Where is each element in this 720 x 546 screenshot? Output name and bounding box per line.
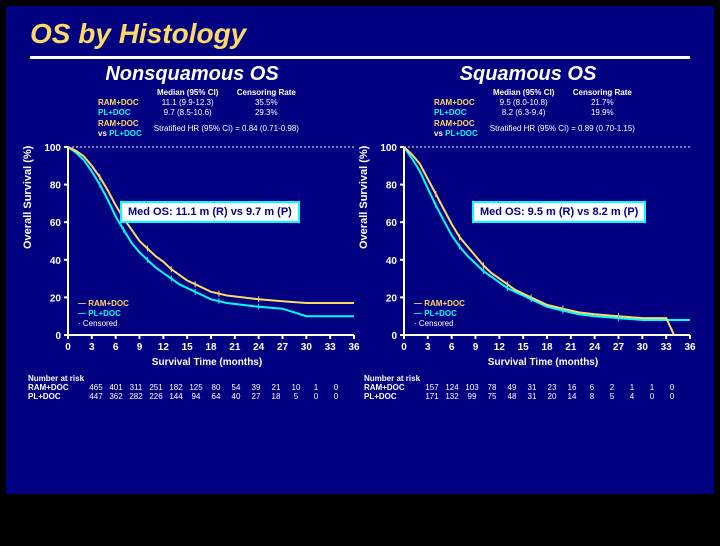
svg-text:30: 30 [301,342,313,353]
svg-text:9: 9 [137,342,143,353]
svg-text:15: 15 [182,342,194,353]
svg-text:0: 0 [391,331,397,342]
svg-text:0: 0 [55,331,61,342]
svg-text:6: 6 [449,342,455,353]
svg-text:27: 27 [277,342,289,353]
svg-text:33: 33 [325,342,337,353]
svg-text:21: 21 [565,342,577,353]
svg-text:80: 80 [50,181,62,192]
svg-text:12: 12 [158,342,170,353]
svg-text:33: 33 [661,342,673,353]
chart-nonsquamous: Nonsquamous OS Median (95% CI)Censoring … [24,63,360,401]
slide-title: OS by Histology [6,6,714,54]
svg-text:20: 20 [386,293,398,304]
svg-text:0: 0 [65,342,71,353]
svg-text:80: 80 [386,181,398,192]
svg-text:3: 3 [89,342,95,353]
svg-text:36: 36 [684,342,696,353]
svg-text:18: 18 [205,342,217,353]
svg-text:21: 21 [229,342,241,353]
svg-text:27: 27 [613,342,625,353]
svg-text:20: 20 [50,293,62,304]
stats-table: Median (95% CI)Censoring Rate RAM+DOC11.… [92,88,305,139]
svg-text:60: 60 [386,218,398,229]
svg-text:18: 18 [541,342,553,353]
svg-text:12: 12 [494,342,506,353]
svg-text:100: 100 [44,143,61,154]
title-underline [30,56,690,59]
svg-text:24: 24 [589,342,601,353]
chart-legend: — RAM+DOC — PL+DOC · Censored [78,299,129,329]
chart-squamous: Squamous OS Median (95% CI)Censoring Rat… [360,63,696,401]
svg-text:100: 100 [380,143,397,154]
stats-table: Median (95% CI)Censoring Rate RAM+DOC9.5… [428,88,641,139]
svg-text:40: 40 [386,256,398,267]
svg-text:24: 24 [253,342,265,353]
risk-table: Number at risk RAM+DOC157124103784931231… [364,374,696,401]
chart-title: Nonsquamous OS [24,63,360,86]
svg-text:40: 40 [50,256,62,267]
survival-plot: Overall Survival (%) 0 20 40 60 80 100 0… [360,141,696,359]
chart-legend: — RAM+DOC — PL+DOC · Censored [414,299,465,329]
slide-container: OS by Histology Nonsquamous OS Median (9… [6,6,714,494]
svg-text:0: 0 [401,342,407,353]
svg-text:15: 15 [518,342,530,353]
svg-text:60: 60 [50,218,62,229]
risk-table: Number at risk RAM+DOC465401311251182125… [28,374,360,401]
median-annotation: Med OS: 9.5 m (R) vs 8.2 m (P) [472,201,646,223]
svg-text:6: 6 [113,342,119,353]
svg-text:9: 9 [473,342,479,353]
svg-text:30: 30 [637,342,649,353]
survival-plot: Overall Survival (%) 0 20 40 60 80 100 0… [24,141,360,359]
charts-row: Nonsquamous OS Median (95% CI)Censoring … [6,63,714,401]
svg-text:36: 36 [348,342,360,353]
svg-text:3: 3 [425,342,431,353]
chart-title: Squamous OS [360,63,696,86]
median-annotation: Med OS: 11.1 m (R) vs 9.7 m (P) [120,201,300,223]
